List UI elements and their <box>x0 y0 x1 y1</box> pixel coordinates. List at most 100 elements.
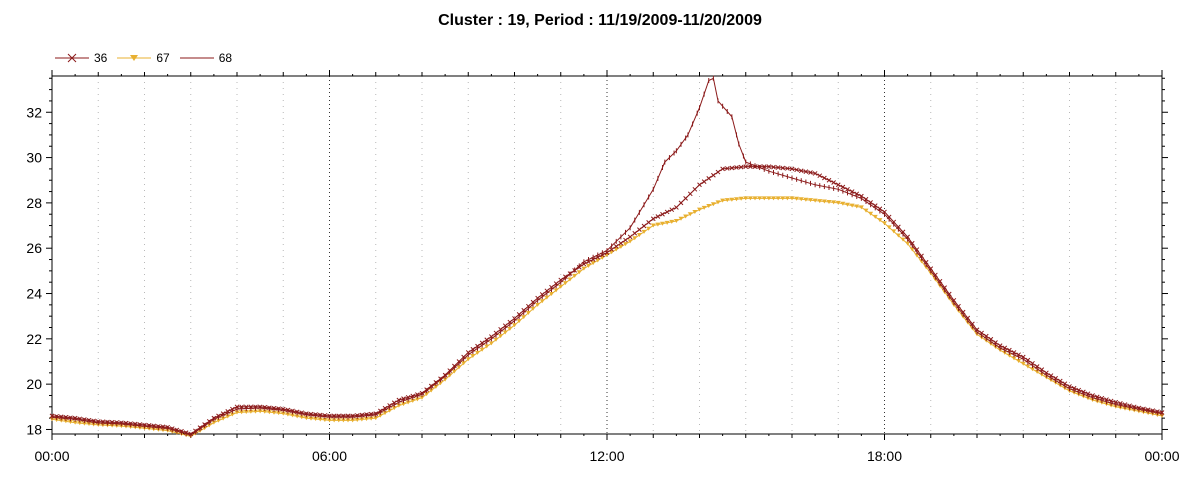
marker-point <box>771 196 776 201</box>
marker-point <box>715 200 721 205</box>
marker-point <box>905 241 911 246</box>
marker-point <box>493 337 499 342</box>
marker-point <box>567 277 573 282</box>
marker-point <box>863 208 869 213</box>
marker-point <box>734 165 739 170</box>
marker-point <box>229 412 235 417</box>
marker-point <box>391 406 397 411</box>
marker-point <box>835 182 841 188</box>
marker-point <box>785 166 790 171</box>
marker-point <box>313 417 319 422</box>
y-tick-label: 28 <box>26 195 42 211</box>
marker-point <box>724 166 730 171</box>
legend-swatch-68 <box>179 57 214 59</box>
y-tick-label: 32 <box>26 104 42 120</box>
marker-point <box>845 202 850 207</box>
marker-point <box>206 423 212 428</box>
marker-point <box>512 323 517 328</box>
marker-point <box>451 369 457 374</box>
marker-point <box>775 165 781 170</box>
marker-point <box>673 219 679 224</box>
chart-title: Cluster : 19, Period : 11/19/2009-11/20/… <box>438 12 762 29</box>
x-tick-label: 00:00 <box>34 448 69 464</box>
y-tick-label: 24 <box>26 286 42 302</box>
marker-point <box>798 197 804 202</box>
legend-swatch-67 <box>117 55 152 61</box>
marker-point <box>854 204 860 209</box>
marker-point <box>752 196 758 201</box>
marker-point <box>63 419 69 424</box>
marker-point <box>271 410 277 415</box>
marker-point <box>558 284 564 289</box>
marker-point <box>535 302 541 307</box>
marker-point <box>683 196 688 201</box>
legend-label-68: 68 <box>218 51 233 65</box>
marker-point <box>220 416 226 421</box>
marker-point <box>1039 372 1045 377</box>
marker-point <box>655 214 661 219</box>
marker-point <box>632 236 638 241</box>
marker-point <box>58 418 64 423</box>
marker-point <box>544 295 550 300</box>
x-axis-ticks <box>51 70 1163 440</box>
marker-point <box>678 216 684 221</box>
marker-point <box>447 373 453 378</box>
marker-point <box>253 409 258 414</box>
marker-point <box>86 422 92 427</box>
marker-point <box>900 237 906 242</box>
marker-point <box>613 247 619 252</box>
marker-point <box>692 209 698 214</box>
marker-point <box>637 227 642 232</box>
marker-point <box>572 273 578 278</box>
marker-point <box>1025 364 1031 369</box>
legend-label-36: 36 <box>94 51 108 65</box>
marker-point <box>424 392 430 397</box>
marker-point <box>354 417 360 422</box>
marker-point <box>1011 356 1017 361</box>
marker-point <box>835 200 841 205</box>
marker-point <box>442 377 448 382</box>
marker-point <box>1020 361 1026 366</box>
marker-point <box>771 164 776 170</box>
marker-point <box>350 418 356 423</box>
marker-point <box>216 418 221 423</box>
marker-point <box>872 214 878 219</box>
marker-point <box>632 230 638 236</box>
marker-point <box>697 182 702 188</box>
legend-item-36: 36 <box>55 51 107 65</box>
marker-point <box>1034 369 1040 374</box>
marker-point <box>336 418 342 423</box>
marker-point <box>479 347 485 352</box>
x-tick-label: 06:00 <box>312 448 347 464</box>
marker-point <box>660 211 665 217</box>
marker-point <box>581 266 587 271</box>
marker-point <box>826 177 832 183</box>
marker-point <box>697 207 702 212</box>
marker-point <box>826 199 832 204</box>
marker-point <box>81 421 87 426</box>
marker-point <box>266 410 272 415</box>
marker-point <box>239 410 245 415</box>
marker-point <box>715 169 721 175</box>
marker-point <box>803 197 809 202</box>
marker-point <box>618 244 624 249</box>
marker-point <box>368 416 374 421</box>
marker-point <box>68 419 73 424</box>
marker-point <box>780 196 786 201</box>
marker-point <box>488 341 494 346</box>
y-tick-label: 20 <box>26 376 42 392</box>
marker-point <box>734 197 739 202</box>
marker-point <box>331 418 337 423</box>
marker-point <box>613 244 619 249</box>
marker-point <box>886 225 892 230</box>
marker-point <box>849 189 855 194</box>
marker-point <box>660 221 665 226</box>
marker-point <box>784 196 790 201</box>
marker-point <box>868 211 874 216</box>
marker-point <box>650 223 656 228</box>
marker-point <box>664 209 670 215</box>
marker-point <box>72 420 78 425</box>
marker-point <box>655 222 661 227</box>
marker-point <box>539 299 545 304</box>
legend-swatch-36 <box>55 53 89 63</box>
